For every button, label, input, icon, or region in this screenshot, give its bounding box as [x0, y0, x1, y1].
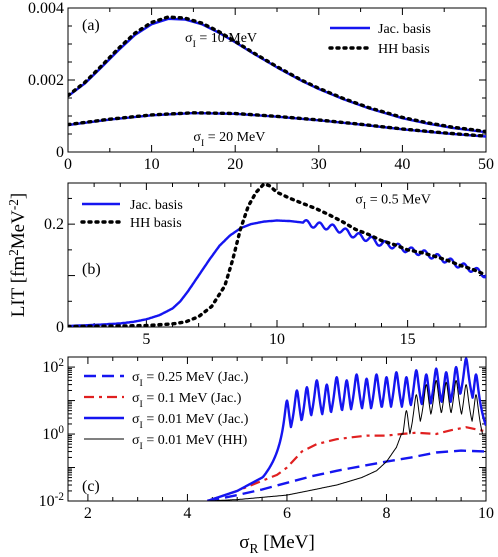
panel-b-label: (b) — [82, 261, 101, 278]
x-tick-label: 30 — [311, 156, 327, 173]
panel-c-curves — [206, 357, 486, 501]
y-tick-label: 0 — [56, 144, 64, 161]
y-tick-label: 102 — [42, 357, 64, 376]
legend-label: Jac. basis — [130, 198, 183, 213]
x-axis-title: σR [MeV] — [239, 532, 315, 556]
series-jac-025-line — [207, 449, 486, 501]
y-axis-title: LIT [fm2MeV-2] — [6, 193, 29, 318]
annotation-label: σI = 0.5 MeV — [355, 192, 430, 211]
panel-b-curves — [68, 183, 486, 327]
x-tick-label: 2 — [84, 505, 92, 522]
x-tick-label: 8 — [382, 505, 390, 522]
x-tick-label: 5 — [142, 331, 150, 348]
legend-label: σI = 0.01 MeV (Jac.) — [132, 412, 249, 431]
legend-label: HH basis — [378, 42, 430, 57]
annotation-label: σI = 20 MeV — [193, 130, 265, 149]
series-hh-line — [68, 183, 486, 327]
legend-label: σI = 0.25 MeV (Jac.) — [132, 370, 249, 389]
y-tick-label: 0 — [56, 319, 64, 336]
series-jac-001-line — [206, 357, 486, 501]
legend-label: HH basis — [130, 216, 182, 231]
y-tick-label: 0.004 — [28, 0, 64, 17]
x-tick-label: 0 — [64, 156, 72, 173]
panel-c-label: (c) — [82, 478, 100, 495]
series-hh-line — [68, 15, 486, 134]
x-tick-label: 6 — [283, 505, 291, 522]
legend-label: σI = 0.01 MeV (HH) — [132, 433, 248, 452]
legend-label: Jac. basis — [378, 22, 431, 37]
y-tick-label: 10-2 — [39, 491, 64, 510]
x-tick-label: 10 — [478, 505, 494, 522]
series-hh-001-line — [207, 379, 486, 501]
y-tick-label: 0.002 — [28, 72, 64, 89]
curve-layer — [68, 15, 486, 501]
legend-label: σI = 0.1 MeV (Jac.) — [132, 391, 242, 410]
x-tick-label: 40 — [394, 156, 410, 173]
y-tick-label: 100 — [42, 424, 64, 443]
x-tick-label: 10 — [269, 331, 285, 348]
annotation-label: σI = 10 MeV — [185, 31, 257, 50]
panel-a-curves — [68, 15, 486, 138]
x-tick-label: 4 — [183, 505, 191, 522]
series-hh-line — [68, 111, 486, 138]
x-tick-label: 10 — [144, 156, 160, 173]
x-tick-label: 20 — [227, 156, 243, 173]
y-tick-label: 0.2 — [44, 216, 64, 233]
tick-layer — [67, 7, 487, 502]
x-tick-label: 15 — [400, 331, 416, 348]
series-jac-01-line — [206, 426, 486, 501]
series-jac-line — [68, 218, 486, 327]
x-tick-label: 50 — [478, 156, 494, 173]
panel-a-label: (a) — [82, 17, 100, 34]
panel-c-frame — [67, 356, 487, 502]
